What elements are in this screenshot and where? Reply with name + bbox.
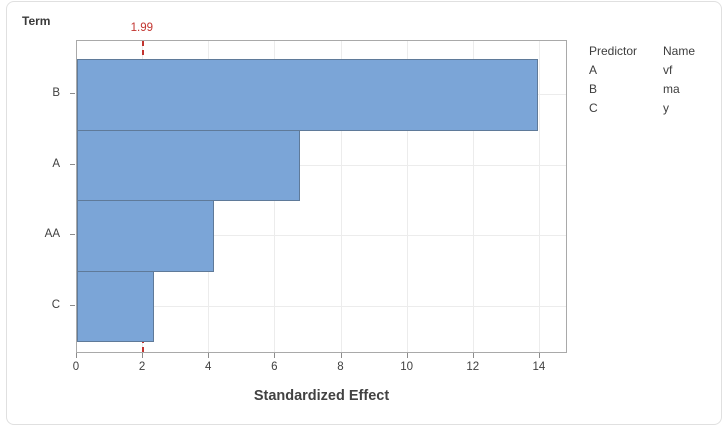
x-tick-mark bbox=[472, 353, 474, 358]
y-tick-mark bbox=[70, 234, 75, 236]
y-category-label-B: B bbox=[52, 87, 60, 100]
gridline-vertical bbox=[340, 41, 342, 352]
y-category-label-A: A bbox=[52, 157, 60, 170]
y-tick-mark bbox=[70, 93, 75, 95]
gridline-horizontal bbox=[77, 305, 566, 307]
x-tick-mark bbox=[274, 353, 276, 358]
reference-line-label: 1.99 bbox=[130, 22, 153, 34]
x-tick-mark bbox=[340, 353, 342, 358]
x-tick-label: 8 bbox=[337, 361, 344, 373]
y-tick-mark bbox=[70, 163, 75, 165]
legend-predictor-value: C bbox=[589, 101, 598, 115]
x-tick-mark bbox=[76, 353, 77, 358]
y-tick-mark bbox=[70, 304, 75, 306]
x-axis-title: Standardized Effect bbox=[253, 388, 390, 404]
gridline-horizontal bbox=[77, 164, 566, 166]
legend-name-value: y bbox=[663, 101, 669, 115]
gridline-vertical bbox=[538, 41, 540, 352]
legend-predictor-value: A bbox=[589, 63, 598, 77]
x-tick-label: 12 bbox=[466, 361, 480, 373]
x-tick-mark bbox=[208, 353, 210, 358]
bar-A bbox=[77, 129, 300, 201]
legend-name-value: ma bbox=[663, 82, 680, 96]
y-axis-labels: B A AA C bbox=[20, 40, 60, 353]
x-tick-label: 0 bbox=[72, 361, 80, 373]
gridline-vertical bbox=[406, 41, 408, 352]
x-tick-label: 2 bbox=[138, 361, 146, 373]
bar-AA bbox=[77, 200, 214, 272]
y-category-label-AA: AA bbox=[44, 228, 60, 241]
y-axis-title: Term bbox=[22, 14, 51, 28]
x-tick-mark bbox=[142, 353, 144, 358]
x-tick-mark bbox=[538, 353, 540, 358]
legend-header: Name bbox=[663, 44, 696, 58]
plot-area bbox=[76, 40, 567, 353]
x-tick-label: 6 bbox=[271, 361, 278, 373]
x-tick-label: 14 bbox=[532, 361, 546, 373]
bar-B bbox=[77, 59, 538, 131]
legend-name-value: vf bbox=[663, 63, 673, 77]
gridline-horizontal bbox=[77, 235, 566, 237]
y-category-label-C: C bbox=[51, 298, 60, 311]
legend-predictor-value: B bbox=[589, 82, 598, 96]
x-axis-ticks: 0 2 4 6 8 10 12 14 bbox=[72, 353, 567, 383]
x-tick-label: 10 bbox=[400, 361, 414, 373]
y-axis-ticks bbox=[70, 40, 76, 353]
gridline-vertical bbox=[472, 41, 474, 352]
x-tick-mark bbox=[406, 353, 408, 358]
x-tick-label: 4 bbox=[205, 361, 212, 373]
bar-C bbox=[77, 270, 155, 342]
legend-header-row: Predictor Name bbox=[589, 42, 695, 61]
legend-header: Predictor bbox=[589, 44, 638, 58]
